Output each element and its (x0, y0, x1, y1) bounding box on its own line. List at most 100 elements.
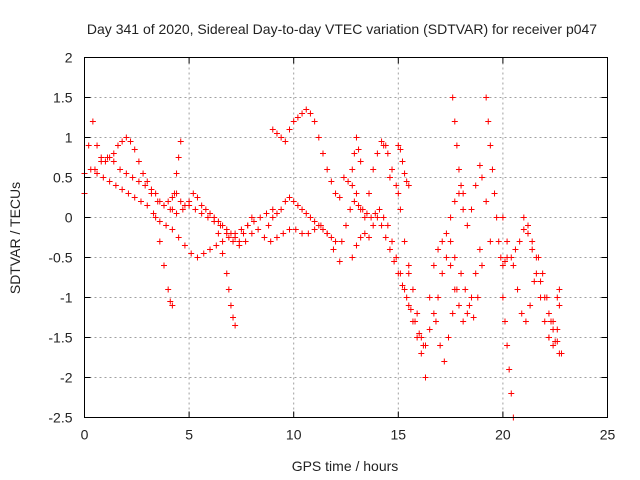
data-point (169, 194, 176, 201)
data-point (349, 254, 356, 261)
data-point (439, 270, 446, 277)
data-point (393, 182, 400, 189)
data-point (476, 246, 483, 253)
data-point (516, 238, 523, 245)
series-arc3 (91, 154, 343, 265)
data-point (499, 262, 506, 269)
data-point (468, 294, 475, 301)
data-point (163, 222, 170, 229)
data-point (409, 286, 416, 293)
data-point (395, 190, 402, 197)
data-point (338, 238, 345, 245)
data-point (202, 206, 209, 213)
data-point (472, 270, 479, 277)
data-point (242, 238, 249, 245)
data-point (213, 242, 220, 249)
data-point (382, 234, 389, 241)
data-point (198, 202, 205, 209)
data-point (227, 302, 234, 309)
data-point (376, 206, 383, 213)
data-point (307, 214, 314, 221)
data-point (355, 202, 362, 209)
data-point (311, 226, 318, 233)
data-point (349, 166, 356, 173)
series-arc12 (349, 134, 364, 173)
data-point (181, 242, 188, 249)
data-point (198, 210, 205, 217)
data-point (545, 310, 552, 317)
data-point (91, 166, 98, 173)
data-point (366, 234, 373, 241)
y-tick-label: -1.5 (48, 330, 72, 346)
data-point (386, 246, 393, 253)
data-point (225, 286, 232, 293)
data-point (380, 214, 387, 221)
series-arc10 (340, 138, 393, 221)
data-point (336, 194, 343, 201)
data-point (336, 258, 343, 265)
y-tick-label: 1.5 (53, 90, 73, 106)
data-point (282, 138, 289, 145)
data-point (173, 170, 180, 177)
data-point (497, 254, 504, 261)
data-point (522, 318, 529, 325)
data-point (426, 294, 433, 301)
data-point (319, 150, 326, 157)
data-point (518, 310, 525, 317)
data-point (451, 286, 458, 293)
data-point (533, 270, 540, 277)
data-point (414, 310, 421, 317)
data-point (290, 118, 297, 125)
data-point (432, 318, 439, 325)
series-arc13 (380, 142, 412, 277)
data-point (324, 166, 331, 173)
data-point (171, 190, 178, 197)
data-point (437, 342, 444, 349)
data-point (529, 238, 536, 245)
data-point (372, 210, 379, 217)
series-arc20 (483, 94, 511, 269)
data-point (529, 246, 536, 253)
data-point (397, 146, 404, 153)
data-point (525, 222, 532, 229)
data-point (470, 314, 477, 321)
data-point (280, 230, 287, 237)
data-point (194, 194, 201, 201)
data-point (556, 302, 563, 309)
data-point (303, 210, 310, 217)
data-point (525, 230, 532, 237)
data-point (397, 206, 404, 213)
data-point (405, 182, 412, 189)
data-point (175, 234, 182, 241)
data-point (508, 254, 515, 261)
data-point (332, 190, 339, 197)
data-point (531, 278, 538, 285)
data-point (556, 350, 563, 357)
y-tick-label: -0.5 (48, 250, 72, 266)
data-point (190, 190, 197, 197)
data-point (294, 202, 301, 209)
data-point (487, 142, 494, 149)
data-point (114, 142, 121, 149)
data-point (148, 190, 155, 197)
data-point (215, 230, 222, 237)
data-point (273, 130, 280, 137)
data-point (393, 254, 400, 261)
data-point (169, 302, 176, 309)
data-point (217, 222, 224, 229)
data-point (539, 270, 546, 277)
data-point (123, 134, 130, 141)
data-point (177, 198, 184, 205)
data-point (439, 238, 446, 245)
data-point (165, 286, 172, 293)
data-point (315, 222, 322, 229)
data-point (173, 210, 180, 217)
data-point (501, 318, 508, 325)
series-arc2 (81, 166, 276, 261)
series-arc15 (405, 238, 458, 349)
data-point (117, 166, 124, 173)
data-point (332, 238, 339, 245)
data-point (422, 374, 429, 381)
data-point (384, 222, 391, 229)
data-point (269, 214, 276, 221)
